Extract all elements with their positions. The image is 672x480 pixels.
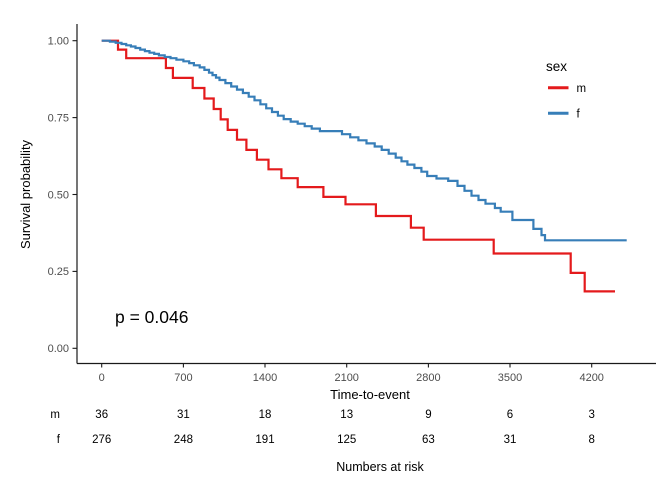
- risk-count-f-6: 8: [588, 434, 594, 446]
- x-axis-title: Time-to-event: [330, 387, 410, 402]
- x-tick-label: 1400: [253, 372, 277, 384]
- risk-count-f-2: 191: [255, 434, 274, 446]
- risk-count-m-1: 31: [177, 409, 190, 421]
- legend-title: sex: [546, 59, 567, 74]
- risk-count-m-2: 18: [259, 409, 272, 421]
- risk-count-f-3: 125: [337, 434, 356, 446]
- survival-curves-layer: [101, 39, 627, 293]
- x-tick-label: 3500: [498, 372, 522, 384]
- y-tick-label: 0.25: [48, 266, 69, 278]
- risk-count-m-4: 9: [425, 409, 431, 421]
- axis-ticks-layer: 0 700 1400 2100 2800 3500 4200 0.00 0.25 0.50 0.75…: [48, 36, 604, 385]
- survival-curve-m: [101, 39, 615, 293]
- legend-label-f: f: [577, 108, 581, 120]
- risk-count-m-0: 36: [95, 409, 108, 421]
- y-tick-label: 0.50: [48, 189, 69, 201]
- legend-label-m: m: [577, 83, 587, 95]
- x-tick-label: 2100: [334, 372, 358, 384]
- y-axis-title: Survival probability: [18, 139, 33, 249]
- risk-count-m-3: 13: [340, 409, 353, 421]
- risk-count-f-0: 276: [92, 434, 111, 446]
- x-tick-label: 4200: [579, 372, 603, 384]
- p-value-annotation: p = 0.046: [115, 307, 188, 327]
- x-tick-label: 0: [99, 372, 105, 384]
- risk-count-f-5: 31: [504, 434, 517, 446]
- y-tick-label: 0.00: [48, 343, 69, 355]
- risk-count-f-1: 248: [174, 434, 193, 446]
- y-tick-label: 0.75: [48, 112, 69, 124]
- risk-row-label-f: f: [57, 434, 61, 446]
- survival-curve-f: [101, 39, 627, 242]
- risk-table-layer: m 36 31 18 13 9 6 3f 276 248 191 125 63 31 8: [50, 409, 594, 446]
- risk-row-label-m: m: [50, 409, 60, 421]
- x-tick-label: 700: [174, 372, 192, 384]
- y-tick-label: 1.00: [48, 36, 69, 48]
- risk-count-m-6: 3: [588, 409, 594, 421]
- x-tick-label: 2800: [416, 372, 440, 384]
- risk-table-caption: Numbers at risk: [336, 460, 424, 474]
- risk-count-m-5: 6: [507, 409, 513, 421]
- risk-count-f-4: 63: [422, 434, 435, 446]
